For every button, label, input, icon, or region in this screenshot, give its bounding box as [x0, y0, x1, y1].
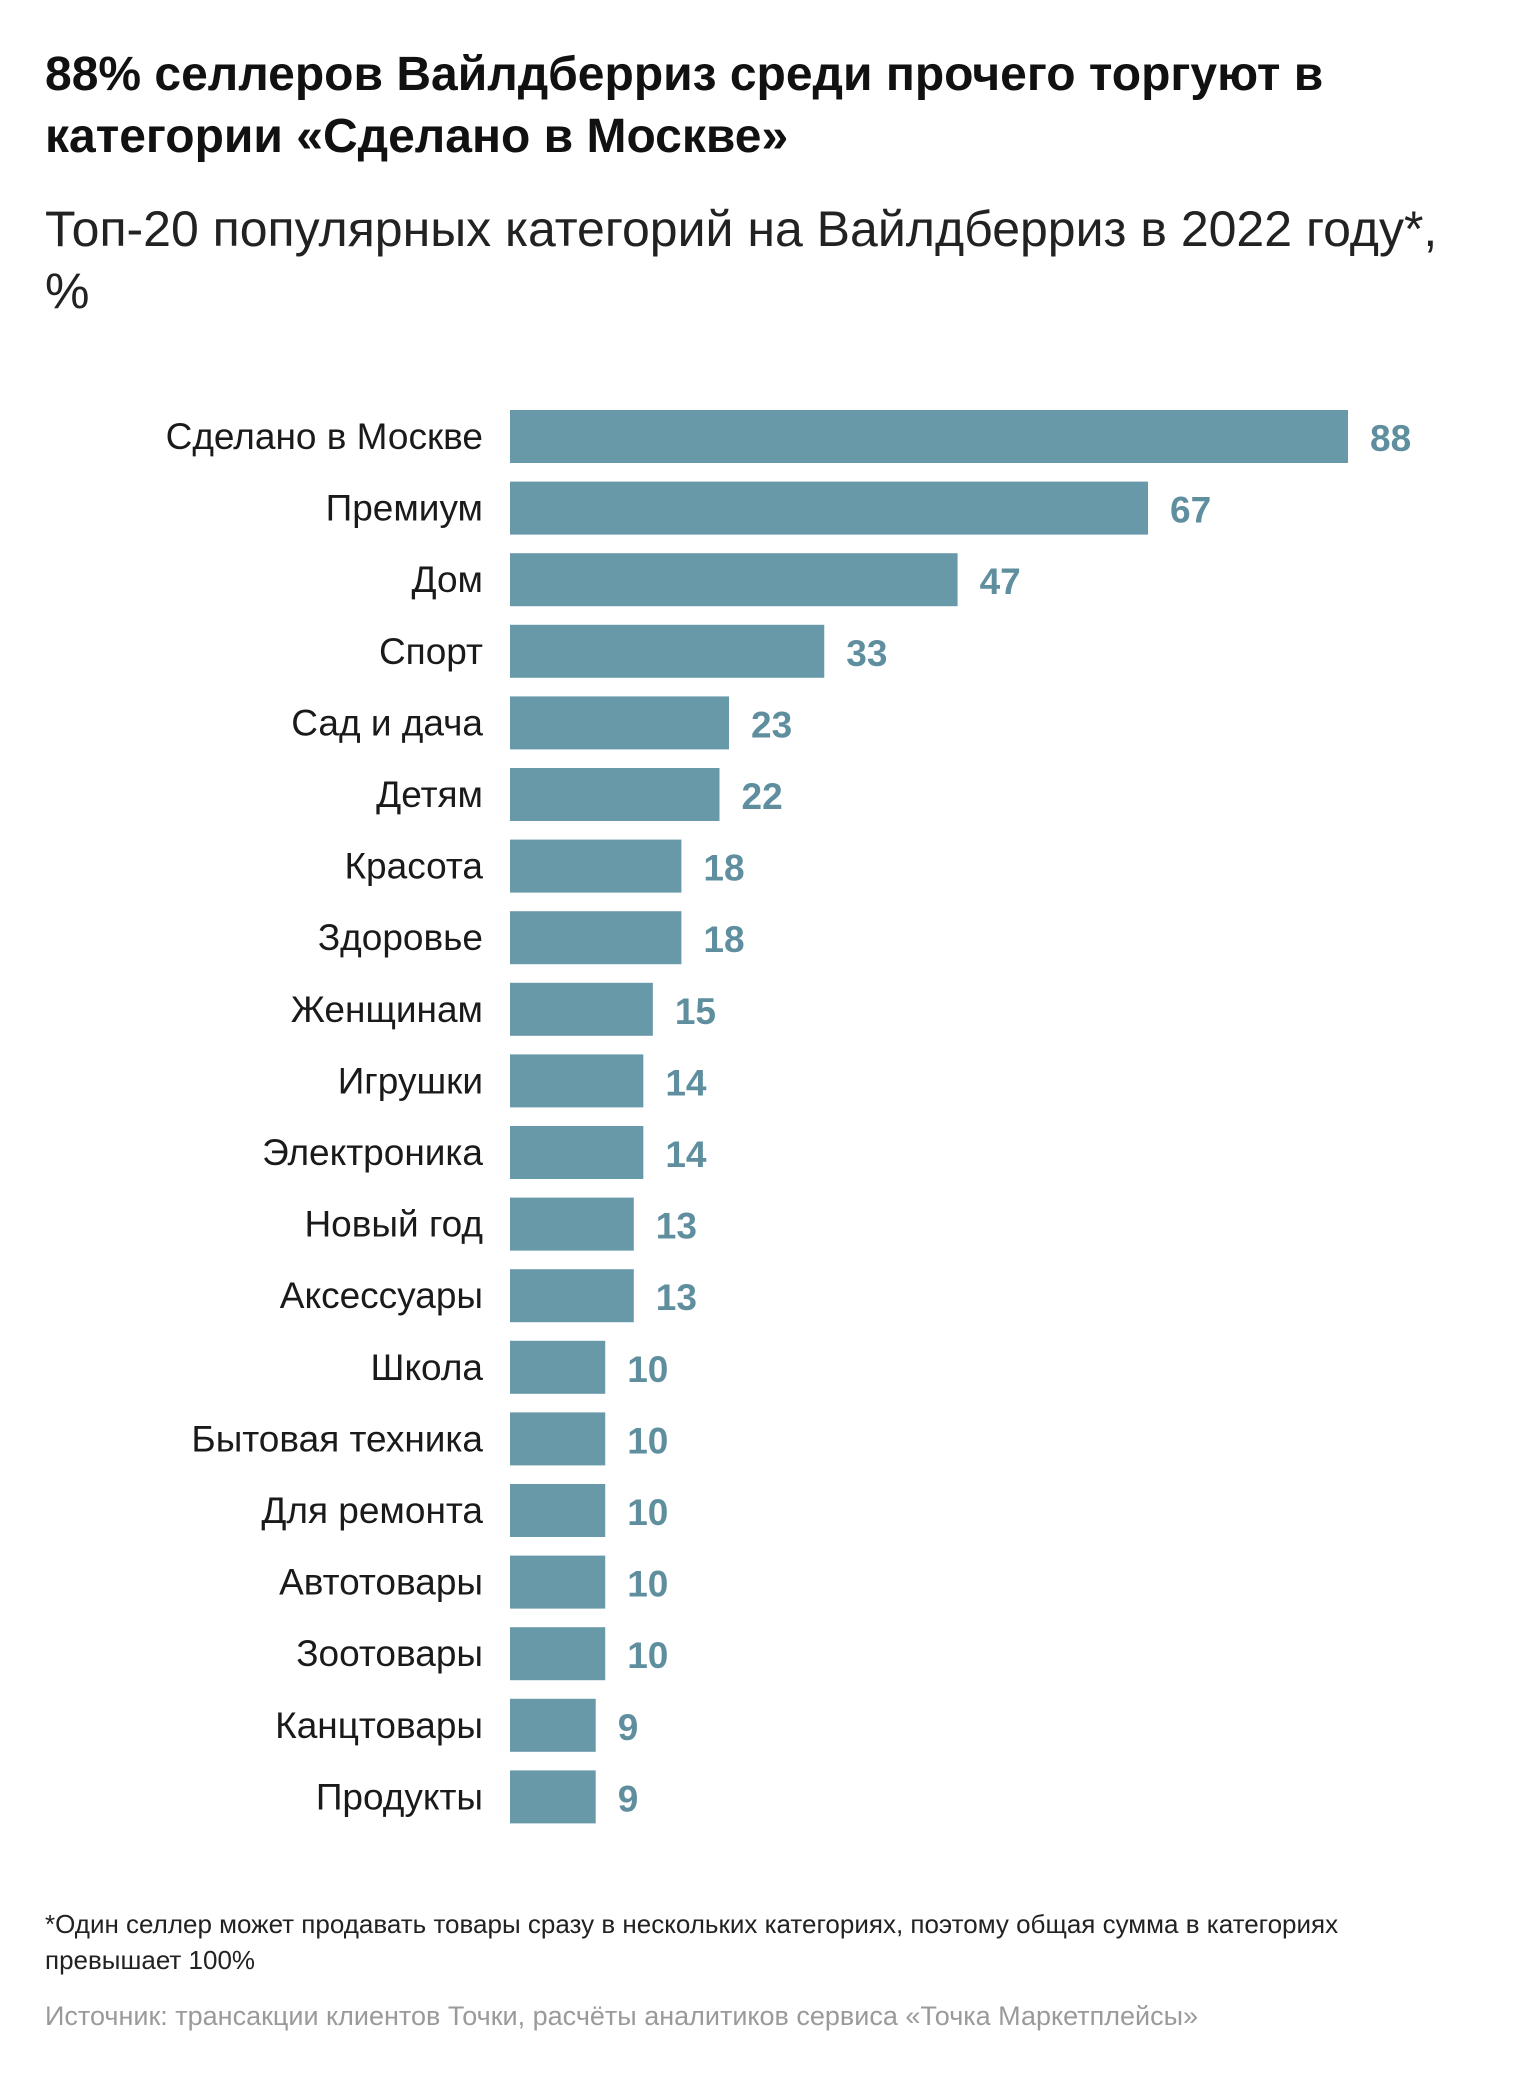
bar-row: Электроника 14 [262, 1126, 707, 1179]
bar-row: Зоотовары 10 [296, 1627, 668, 1681]
bar [510, 481, 1149, 535]
chart-title: 88% селлеров Вайлдберриз среди прочего т… [45, 48, 1324, 163]
category-label: Для ремонта [261, 1490, 483, 1531]
bar [510, 1484, 606, 1537]
bar [510, 1197, 634, 1251]
bar [510, 553, 958, 607]
category-label: Детям [376, 774, 483, 815]
bar-row: Для ремонта 10 [261, 1484, 668, 1537]
value-label: 10 [627, 1635, 668, 1676]
category-label: Школа [371, 1347, 484, 1388]
category-label: Сад и дача [291, 702, 483, 743]
bar-row: Женщинам 15 [291, 982, 716, 1036]
bar [510, 1698, 596, 1752]
bar [510, 839, 682, 893]
value-label: 88 [1370, 418, 1411, 459]
bar-row: Канцтовары 9 [275, 1698, 639, 1752]
category-label: Аксессуары [280, 1275, 483, 1316]
category-label: Здоровье [318, 917, 483, 958]
category-label: Премиум [326, 488, 483, 529]
bar [510, 982, 653, 1036]
category-label: Игрушки [338, 1060, 483, 1101]
value-label: 10 [627, 1492, 668, 1533]
bar [510, 1126, 644, 1179]
value-label: 47 [980, 561, 1021, 602]
value-label: 13 [656, 1206, 697, 1247]
category-label: Продукты [316, 1776, 483, 1817]
category-label: Зоотовары [296, 1633, 483, 1674]
category-label: Автотовары [279, 1562, 483, 1603]
bar-row: Бытовая техника 10 [191, 1412, 668, 1466]
bar [510, 696, 730, 750]
value-label: 9 [618, 1707, 639, 1748]
value-label: 14 [665, 1134, 707, 1175]
bar-row: Здоровье 18 [318, 911, 745, 965]
footnote: *Один селлер может продавать товары сраз… [45, 1909, 1339, 1975]
bar-row: Сделано в Москве 88 [166, 410, 1411, 463]
source-note: Источник: трансакции клиентов Точки, рас… [45, 2001, 1199, 2031]
bar-row: Дом 47 [412, 553, 1021, 607]
bar-row: Новый год 13 [304, 1197, 697, 1251]
bar [510, 1770, 596, 1824]
bar-row: Игрушки 14 [338, 1054, 707, 1108]
category-label: Новый год [304, 1204, 483, 1245]
bar [510, 1627, 606, 1681]
category-label: Дом [412, 559, 484, 600]
bar-row: Автотовары 10 [279, 1555, 668, 1609]
value-label: 10 [627, 1420, 668, 1461]
bar-row: Продукты 9 [316, 1770, 639, 1824]
bar-row: Спорт 33 [379, 624, 887, 678]
value-label: 9 [618, 1778, 639, 1819]
bar [510, 624, 825, 678]
bar-row: Сад и дача 23 [291, 696, 792, 750]
category-label: Красота [345, 846, 484, 887]
bar [510, 911, 682, 965]
value-label: 10 [627, 1564, 668, 1605]
bar-row: Аксессуары 13 [280, 1269, 697, 1323]
value-label: 18 [703, 919, 744, 960]
category-label: Женщинам [291, 989, 483, 1030]
bar-row: Школа 10 [371, 1340, 668, 1394]
bar [510, 1412, 606, 1466]
bar [510, 768, 720, 821]
value-label: 14 [665, 1062, 707, 1103]
value-label: 10 [627, 1349, 668, 1390]
value-label: 23 [751, 704, 792, 745]
bar-row: Красота 18 [345, 839, 745, 893]
category-label: Электроника [262, 1132, 483, 1173]
value-label: 13 [656, 1277, 697, 1318]
bar [510, 1054, 644, 1108]
bar [510, 1555, 606, 1609]
bar-row: Премиум 67 [326, 481, 1211, 535]
value-label: 33 [846, 633, 887, 674]
category-label: Спорт [379, 631, 483, 672]
value-label: 15 [675, 991, 716, 1032]
value-label: 22 [742, 776, 783, 817]
value-label: 18 [703, 848, 744, 889]
category-label: Бытовая техника [191, 1418, 483, 1459]
chart-subtitle: Топ-20 популярных категорий на Вайлдберр… [45, 201, 1438, 319]
bar [510, 1269, 634, 1323]
category-label: Канцтовары [275, 1705, 483, 1746]
bar [510, 410, 1348, 463]
value-label: 67 [1170, 490, 1211, 531]
bar [510, 1340, 606, 1394]
bar-row: Детям 22 [376, 768, 783, 821]
category-label: Сделано в Москве [166, 416, 483, 457]
